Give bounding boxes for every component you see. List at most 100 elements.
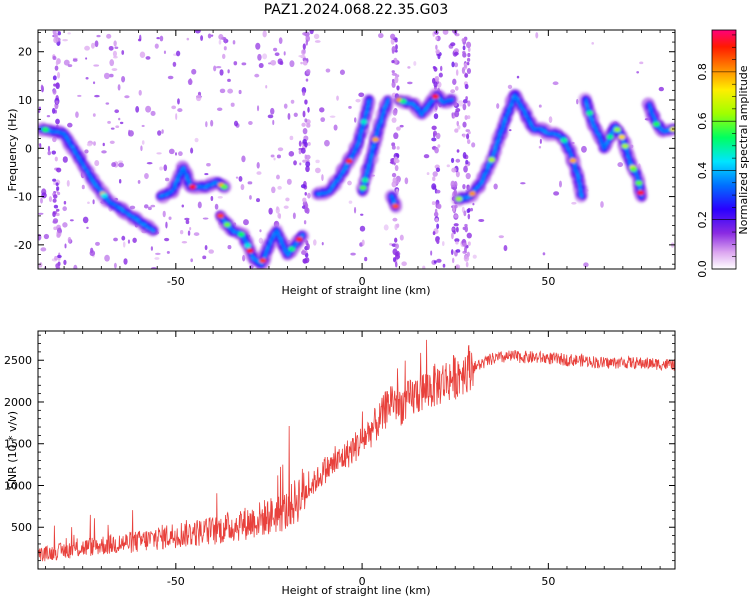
spectrogram-noise-cell (455, 249, 461, 253)
spectrogram-noise-cell (454, 214, 458, 219)
spectrogram-hotspot (669, 126, 675, 132)
spectrogram-noise-cell (86, 226, 89, 230)
spectrogram-noise-cell (164, 177, 170, 182)
spectrogram-noise-cell (431, 137, 437, 142)
spectrogram-noise-cell (321, 174, 324, 181)
spectrogram-y-tick-label: 10 (18, 94, 32, 107)
spectrogram-noise-cell (121, 50, 125, 55)
spectrogram-noise-cell (478, 219, 485, 222)
spectrogram-noise-cell (241, 155, 246, 163)
spectrogram-noise-cell (52, 178, 57, 182)
spectrogram-noise-cell (123, 258, 128, 265)
spectrogram-noise-cell (270, 107, 275, 115)
spectrogram-noise-cell (458, 100, 464, 107)
spectrogram-noise-cell (309, 30, 314, 35)
spectrogram-noise-cell (154, 252, 161, 255)
spectrogram-noise-cell (455, 69, 459, 76)
spectrogram-noise-cell (394, 237, 398, 243)
spectrogram-hotspot (345, 158, 353, 164)
spectrogram-ridges (38, 87, 675, 269)
spectrogram-noise-cell (467, 100, 471, 107)
spectrogram-noise-cell (455, 241, 459, 245)
spectrogram-noise-cell (508, 129, 512, 132)
spectrogram-noise-cell (51, 107, 56, 114)
spectrogram-noise-cell (450, 42, 456, 47)
spectrogram-noise-cell (430, 250, 433, 256)
spectrogram-noise-cell (194, 137, 199, 143)
spectrogram-noise-cell (163, 50, 167, 54)
spectrogram-noise-cell (53, 181, 56, 186)
spectrogram-noise-cell (396, 85, 400, 91)
spectrogram-noise-cell (538, 145, 542, 149)
spectrogram-noise-cell (40, 197, 43, 204)
snr-x-tick-label: 50 (541, 575, 555, 588)
spectrogram-noise-cell (150, 110, 156, 116)
spectrogram-noise-cell (184, 217, 190, 221)
spectrogram-noise-cell (305, 78, 309, 82)
spectrogram-noise-cell (66, 180, 70, 187)
spectrogram-noise-cell (306, 123, 311, 128)
spectrogram-noise-cell (119, 121, 124, 125)
spectrogram-noise-cell (38, 212, 44, 215)
spectrogram-noise-cell (285, 197, 290, 202)
spectrogram-noise-cell (254, 73, 260, 78)
spectrogram-noise-cell (109, 140, 115, 144)
spectrogram-noise-cell (431, 77, 436, 84)
spectrogram-noise-cell (298, 149, 302, 155)
spectrogram-noise-cell (350, 252, 356, 256)
spectrogram-noise-cell (268, 62, 272, 65)
spectrogram-noise-cell (304, 192, 307, 196)
spectrogram-noise-cell (391, 172, 397, 178)
spectrogram-noise-cell (636, 71, 640, 74)
spectrogram-noise-cell (435, 132, 441, 140)
spectrogram-noise-cell (394, 165, 399, 172)
spectrogram-noise-cell (238, 176, 243, 182)
spectrogram-noise-cell (364, 256, 368, 262)
spectrogram-noise-cell (89, 250, 96, 257)
spectrogram-noise-cell (210, 195, 214, 201)
spectrogram-noise-cell (348, 105, 352, 109)
spectrogram-noise-cell (467, 213, 471, 220)
spectrogram-hotspot (359, 185, 367, 191)
spectrogram-noise-cell (319, 107, 325, 113)
spectrogram-noise-cell (67, 236, 72, 244)
spectrogram-noise-cell (313, 239, 317, 246)
spectrogram-noise-cell (435, 49, 440, 55)
spectrogram-noise-cell (453, 230, 456, 235)
spectrogram-noise-cell (185, 219, 190, 225)
spectrogram-noise-cell (54, 255, 58, 261)
spectrogram-noise-cell (101, 150, 107, 154)
spectrogram-noise-cell (113, 262, 117, 269)
spectrogram-noise-cell (320, 117, 326, 123)
spectrogram-noise-cell (306, 68, 311, 75)
spectrogram-noise-cell (84, 149, 89, 154)
spectrogram-noise-cell (426, 172, 430, 176)
spectrogram-noise-cell (256, 171, 262, 175)
spectrogram-noise-cell (466, 61, 470, 66)
spectrogram-noise-cell (107, 120, 111, 124)
spectrogram-ridge-cell (578, 188, 583, 192)
colorbar-tick-label: 0.8 (696, 63, 709, 81)
spectrogram-noise-cell (55, 265, 61, 269)
spectrogram-noise-cell (302, 258, 308, 264)
spectrogram-noise-cell (359, 225, 366, 232)
spectrogram-noise-cell (446, 164, 450, 168)
spectrogram-noise-cell (82, 216, 89, 224)
spectrogram-noise-cell (283, 205, 289, 209)
colorbar-tick-label: 0.4 (696, 162, 709, 180)
spectrogram-noise-cell (224, 37, 227, 44)
spectrogram-hotspot (432, 94, 440, 100)
spectrogram-noise-cell (141, 124, 145, 127)
spectrogram-noise-cell (305, 154, 311, 160)
spectrogram-ridge-cell (579, 194, 584, 199)
spectrogram-noise-cell (256, 105, 260, 112)
spectrogram-noise-cell (96, 34, 101, 38)
spectrogram-hotspot (606, 134, 614, 140)
spectrogram-x-tick-label: -50 (167, 275, 185, 288)
spectrogram-noise-cell (57, 31, 62, 36)
spectrogram-noise-cell (118, 162, 124, 168)
spectrogram-noise-cell (466, 68, 472, 75)
spectrogram-noise-cell (393, 156, 399, 164)
spectrogram-noise-cell (139, 51, 146, 59)
spectrogram-noise-cell (53, 32, 59, 39)
